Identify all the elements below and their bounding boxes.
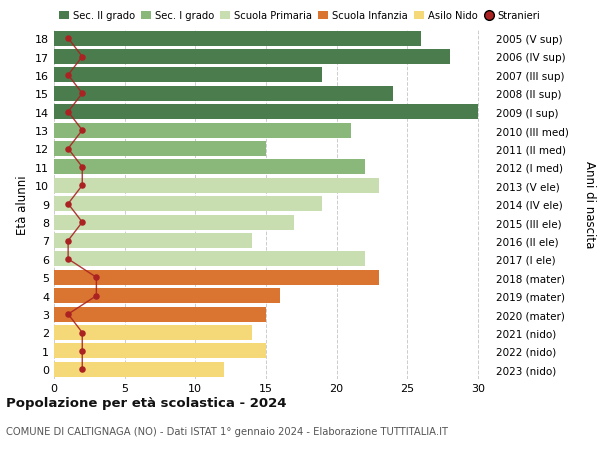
Bar — [54, 197, 322, 212]
Bar — [54, 87, 393, 101]
Point — [77, 127, 87, 134]
Text: COMUNE DI CALTIGNAGA (NO) - Dati ISTAT 1° gennaio 2024 - Elaborazione TUTTITALIA: COMUNE DI CALTIGNAGA (NO) - Dati ISTAT 1… — [6, 426, 448, 436]
Text: Popolazione per età scolastica - 2024: Popolazione per età scolastica - 2024 — [6, 396, 287, 409]
Bar — [54, 123, 351, 138]
Point — [64, 201, 73, 208]
Point — [77, 182, 87, 190]
Bar — [54, 325, 252, 340]
Bar — [54, 252, 365, 267]
Point — [64, 72, 73, 79]
Point — [64, 35, 73, 43]
Point — [77, 219, 87, 226]
Point — [77, 366, 87, 373]
Bar — [54, 160, 365, 175]
Bar — [54, 270, 379, 285]
Point — [77, 90, 87, 98]
Point — [64, 237, 73, 245]
Point — [77, 329, 87, 336]
Point — [77, 347, 87, 355]
Point — [92, 292, 101, 300]
Point — [64, 311, 73, 318]
Legend: Sec. II grado, Sec. I grado, Scuola Primaria, Scuola Infanzia, Asilo Nido, Stran: Sec. II grado, Sec. I grado, Scuola Prim… — [59, 11, 541, 22]
Bar — [54, 307, 266, 322]
Bar — [54, 105, 478, 120]
Bar — [54, 142, 266, 157]
Point — [77, 54, 87, 61]
Y-axis label: Anni di nascita: Anni di nascita — [583, 161, 596, 248]
Bar — [54, 50, 449, 65]
Point — [64, 109, 73, 116]
Bar — [54, 344, 266, 358]
Bar — [54, 215, 294, 230]
Y-axis label: Età alunni: Età alunni — [16, 174, 29, 234]
Bar — [54, 234, 252, 248]
Bar — [54, 179, 379, 193]
Point — [64, 256, 73, 263]
Bar — [54, 289, 280, 303]
Bar — [54, 68, 322, 83]
Point — [64, 146, 73, 153]
Point — [92, 274, 101, 281]
Point — [77, 164, 87, 171]
Bar — [54, 362, 224, 377]
Bar — [54, 32, 421, 46]
